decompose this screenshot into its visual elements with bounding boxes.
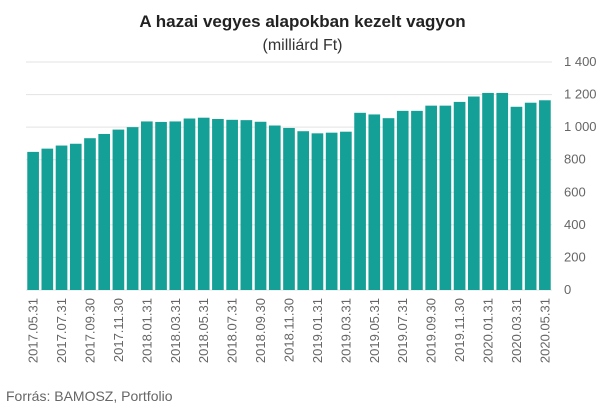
x-tick-label: 2017.11.30 <box>111 298 126 362</box>
x-tick-label: 2019.03.31 <box>338 298 353 363</box>
bar <box>340 131 352 290</box>
y-tick-label: 800 <box>564 152 586 167</box>
bar <box>496 92 509 290</box>
chart-title: A hazai vegyes alapokban kezelt vagyon <box>139 12 466 31</box>
bar <box>84 138 96 290</box>
x-tick-label: 2019.01.31 <box>310 298 325 363</box>
bar <box>212 119 224 290</box>
y-axis-tick-labels: 0 200 400 600 800 1 000 1 200 1 400 <box>564 54 597 297</box>
bar <box>268 125 281 290</box>
bar <box>524 102 537 290</box>
bar <box>126 127 139 291</box>
bar <box>368 114 381 290</box>
bar <box>112 129 125 290</box>
x-tick-label: 2020.03.31 <box>509 298 524 363</box>
bar <box>482 92 494 290</box>
x-tick-label: 2019.11.30 <box>452 298 467 362</box>
x-tick-label: 2019.09.30 <box>424 298 439 363</box>
y-tick-label: 1 400 <box>564 54 597 69</box>
y-tick-label: 200 <box>564 249 586 264</box>
chart-subtitle: (milliárd Ft) <box>262 37 343 54</box>
bar <box>539 100 551 291</box>
bar <box>254 121 267 290</box>
bar <box>240 120 253 290</box>
x-tick-label: 2018.11.30 <box>282 298 297 362</box>
bar <box>510 106 523 291</box>
bar <box>197 117 210 290</box>
bar <box>41 148 54 290</box>
bar <box>183 118 196 290</box>
bar <box>354 112 366 290</box>
x-tick-label: 2019.05.31 <box>367 298 382 363</box>
bar <box>311 133 324 290</box>
x-tick-label: 2018.09.30 <box>253 298 268 363</box>
bar <box>169 121 182 290</box>
y-tick-label: 400 <box>564 217 586 232</box>
source-note: Forrás: BAMOSZ, Portfolio <box>6 388 173 404</box>
bar <box>396 110 409 290</box>
bar <box>453 101 466 291</box>
x-tick-label: 2017.05.31 <box>26 298 41 363</box>
x-tick-label: 2019.07.31 <box>395 298 410 363</box>
bar <box>27 151 39 290</box>
bar <box>382 118 395 290</box>
bar <box>98 133 111 290</box>
bars <box>27 92 551 291</box>
bar <box>425 105 437 290</box>
bar <box>226 119 238 290</box>
bar <box>297 131 310 290</box>
x-tick-label: 2017.09.30 <box>82 298 97 363</box>
bar <box>69 143 82 290</box>
bar <box>439 105 452 290</box>
x-tick-label: 2018.05.31 <box>196 298 211 363</box>
bar <box>141 121 153 290</box>
bar <box>155 121 167 290</box>
x-tick-label: 2017.07.31 <box>54 298 69 363</box>
bar <box>467 96 480 290</box>
y-tick-label: 600 <box>564 184 586 199</box>
x-tick-label: 2020.01.31 <box>481 298 496 363</box>
x-tick-label: 2020.05.31 <box>537 298 552 363</box>
x-tick-label: 2018.07.31 <box>225 298 240 363</box>
bar <box>283 127 295 290</box>
x-tick-label: 2018.01.31 <box>139 298 154 363</box>
y-tick-label: 1 200 <box>564 87 597 102</box>
x-tick-label: 2018.03.31 <box>168 298 183 363</box>
y-tick-label: 1 000 <box>564 119 597 134</box>
x-axis-tick-labels: 2017.05.31 2017.07.31 2017.09.30 2017.11.30… <box>26 298 553 363</box>
bar <box>55 145 68 290</box>
bar <box>411 110 423 290</box>
bar <box>325 132 338 290</box>
y-tick-label: 0 <box>564 282 571 297</box>
